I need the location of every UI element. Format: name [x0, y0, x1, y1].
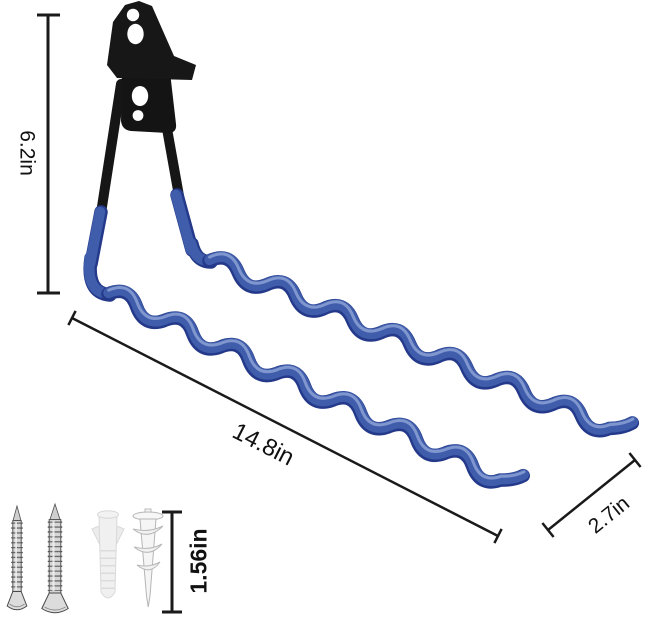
bracket-lower-plate [121, 68, 177, 133]
lower-plate-slot-hole [131, 86, 149, 106]
self-drilling-anchor [132, 508, 164, 608]
left-spiral-prong [101, 284, 530, 489]
screw-head [41, 592, 69, 614]
left-prong-sleeve [83, 205, 117, 302]
plastic-wall-anchor [91, 510, 125, 599]
anchor-collar [97, 510, 119, 519]
anchor-wing [115, 525, 125, 546]
height-dimension-line [37, 13, 60, 295]
depth-dimension-line [541, 452, 642, 538]
garage-hook [83, 1, 640, 489]
anchor-thread [133, 543, 163, 553]
lower-plate-round-hole [132, 110, 144, 121]
left-arm [94, 79, 126, 231]
top-plate-slot-hole [127, 23, 144, 45]
anchor-length-dimension-label: 1.56in [185, 528, 212, 594]
length-dimension-line [67, 310, 503, 544]
screw-length-dimension-line [162, 510, 182, 614]
right-prong-sleeve [170, 188, 218, 269]
screw-tip [12, 504, 22, 522]
right-spiral-prong [202, 251, 640, 438]
height-dimension-label: 6.2in [15, 130, 39, 176]
anchor-thread [132, 525, 164, 535]
screw-tip [49, 502, 61, 521]
mounting-screw-large [41, 502, 69, 614]
bracket-top-plate [107, 1, 196, 80]
anchor-core [139, 518, 157, 608]
top-plate-round-hole [126, 8, 140, 22]
anchor-body [98, 515, 118, 599]
anchor-wing [91, 525, 101, 546]
anchor-thread [136, 561, 161, 571]
mounting-screw-small [6, 504, 28, 611]
